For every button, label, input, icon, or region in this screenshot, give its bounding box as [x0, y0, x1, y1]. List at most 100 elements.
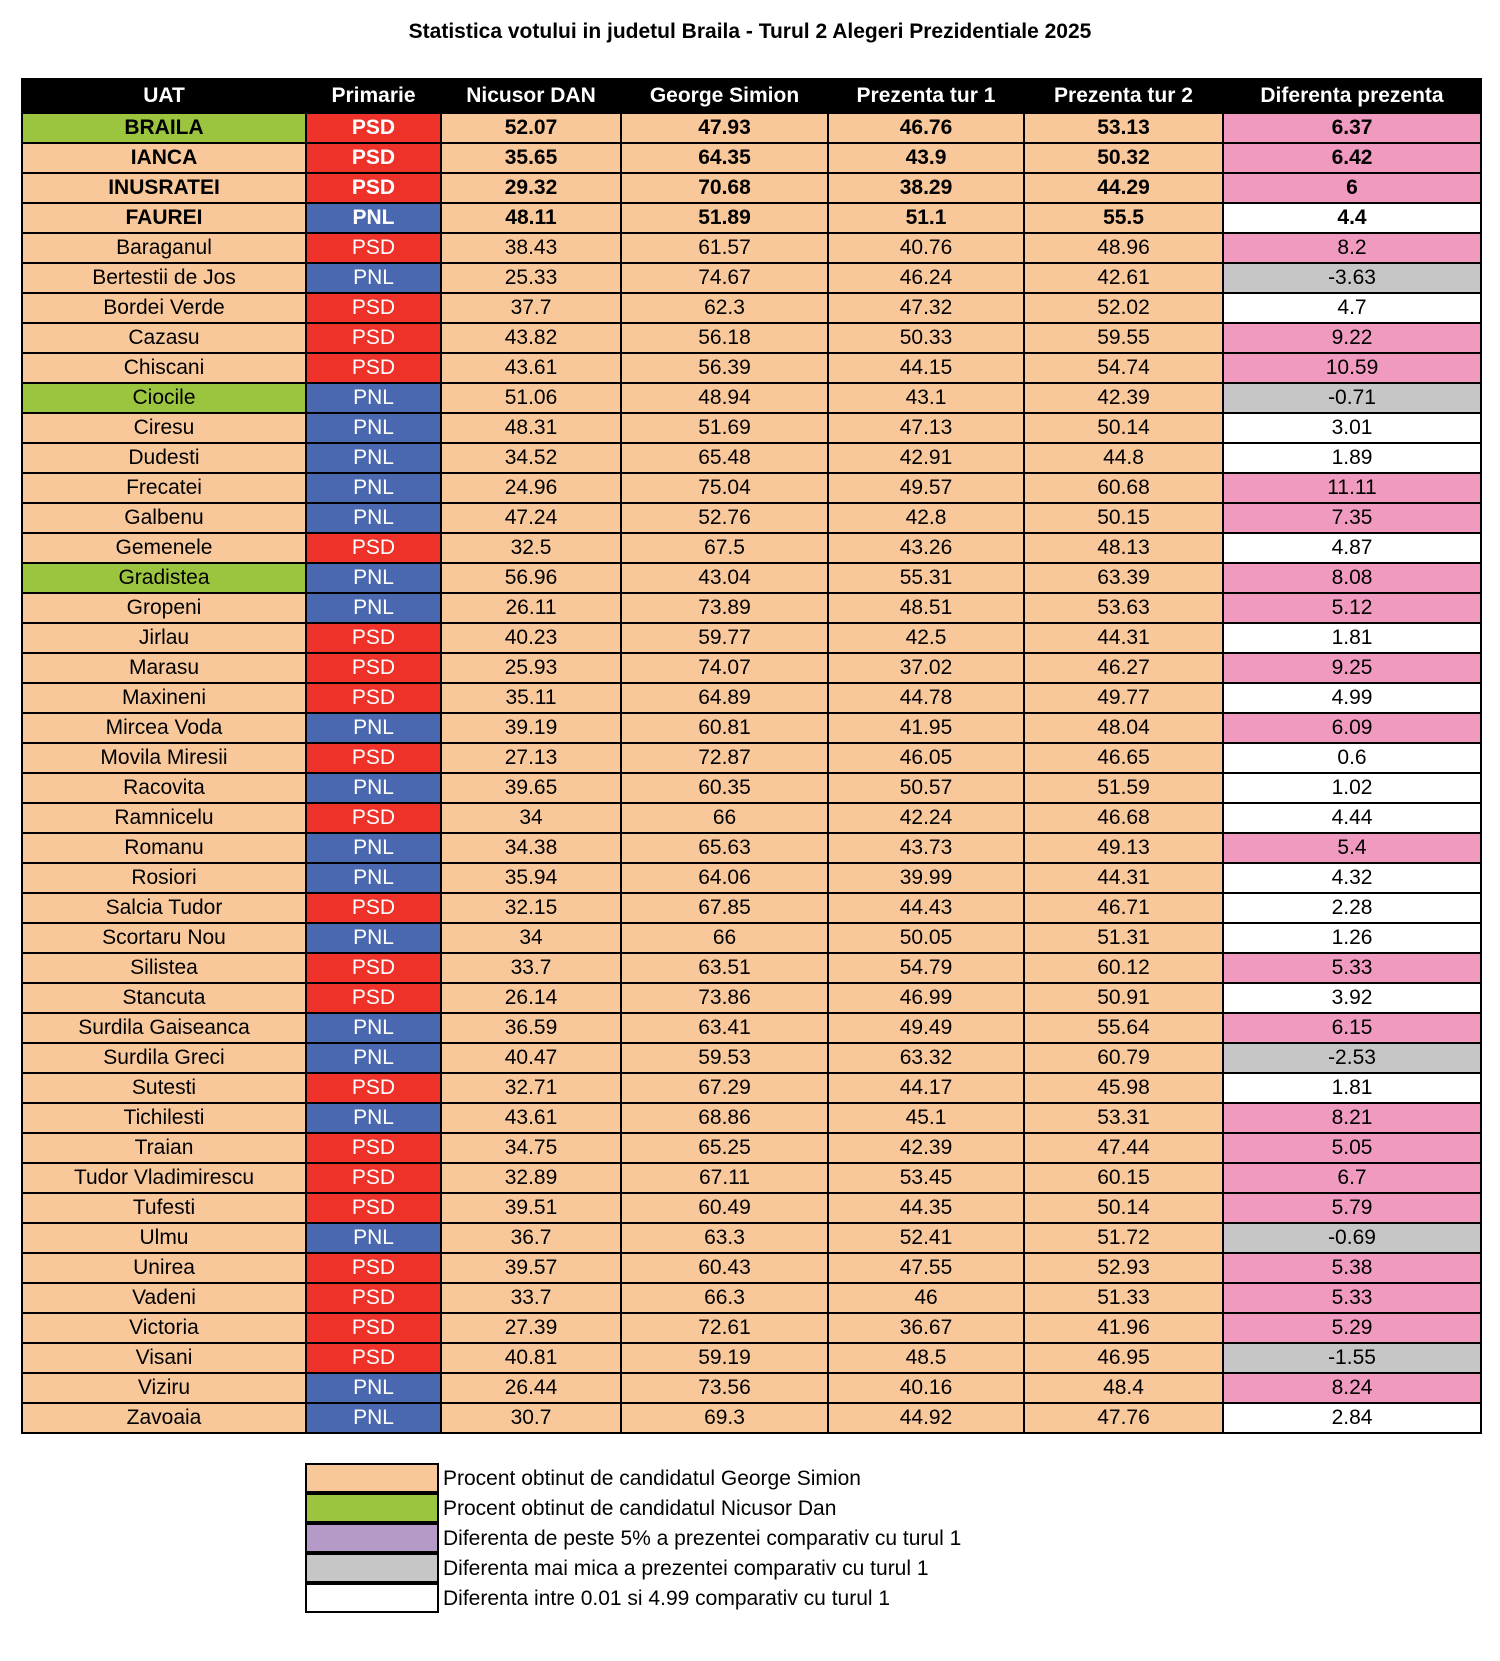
cell-diferenta-prezenta: 9.22 — [1222, 322, 1482, 354]
cell-george-simion: 63.51 — [620, 952, 829, 984]
cell-prezenta-tur-1: 55.31 — [827, 562, 1025, 594]
cell-diferenta-prezenta: 8.2 — [1222, 232, 1482, 264]
cell-diferenta-prezenta: -2.53 — [1222, 1042, 1482, 1074]
cell-prezenta-tur-1: 44.17 — [827, 1072, 1025, 1104]
cell-diferenta-prezenta: 10.59 — [1222, 352, 1482, 384]
cell-nicusor-dan: 47.24 — [440, 502, 622, 534]
cell-nicusor-dan: 33.7 — [440, 1282, 622, 1314]
cell-primarie: PNL — [305, 1372, 442, 1404]
cell-primarie: PNL — [305, 712, 442, 744]
cell-uat: Viziru — [21, 1372, 307, 1404]
legend-label: Diferenta mai mica a prezentei comparati… — [443, 1557, 929, 1580]
cell-nicusor-dan: 32.89 — [440, 1162, 622, 1194]
table-row: Jirlau PSD 40.23 59.77 42.5 44.31 1.81 — [21, 622, 1482, 654]
cell-uat: INUSRATEI — [21, 172, 307, 204]
cell-primarie: PNL — [305, 922, 442, 954]
cell-diferenta-prezenta: 11.11 — [1222, 472, 1482, 504]
table-row: Gradistea PNL 56.96 43.04 55.31 63.39 8.08 — [21, 562, 1482, 594]
cell-george-simion: 67.29 — [620, 1072, 829, 1104]
table-row: Tudor Vladimirescu PSD 32.89 67.11 53.45 60.1… — [21, 1162, 1482, 1194]
cell-uat: Ramnicelu — [21, 802, 307, 834]
header-prezenta-tur-2: Prezenta tur 2 — [1023, 78, 1224, 114]
table-row: Bertestii de Jos PNL 25.33 74.67 46.24 42.61-… — [21, 262, 1482, 294]
cell-prezenta-tur-1: 43.1 — [827, 382, 1025, 414]
cell-prezenta-tur-1: 44.92 — [827, 1402, 1025, 1434]
cell-nicusor-dan: 27.39 — [440, 1312, 622, 1344]
cell-prezenta-tur-1: 46.99 — [827, 982, 1025, 1014]
cell-prezenta-tur-2: 55.5 — [1023, 202, 1224, 234]
table-row: Gemenele PSD 32.5 67.5 43.26 48.13 4.87 — [21, 532, 1482, 564]
cell-george-simion: 64.89 — [620, 682, 829, 714]
table-row: IANCA PSD 35.65 64.35 43.9 50.32 6.42 — [21, 142, 1482, 174]
cell-george-simion: 65.25 — [620, 1132, 829, 1164]
table-row: Bordei Verde PSD 37.7 62.3 47.32 52.02 4.7 — [21, 292, 1482, 324]
cell-uat: Frecatei — [21, 472, 307, 504]
cell-diferenta-prezenta: 6.09 — [1222, 712, 1482, 744]
table-row: Baraganul PSD 38.43 61.57 40.76 48.96 8.2 — [21, 232, 1482, 264]
cell-prezenta-tur-1: 40.16 — [827, 1372, 1025, 1404]
cell-nicusor-dan: 39.65 — [440, 772, 622, 804]
cell-primarie: PSD — [305, 1162, 442, 1194]
cell-primarie: PSD — [305, 232, 442, 264]
table-row: Rosiori PNL 35.94 64.06 39.99 44.31 4.32 — [21, 862, 1482, 894]
cell-uat: Surdila Greci — [21, 1042, 307, 1074]
cell-prezenta-tur-1: 37.02 — [827, 652, 1025, 684]
cell-diferenta-prezenta: 4.99 — [1222, 682, 1482, 714]
header-uat: UAT — [21, 78, 307, 114]
cell-nicusor-dan: 37.7 — [440, 292, 622, 324]
cell-prezenta-tur-1: 44.15 — [827, 352, 1025, 384]
cell-nicusor-dan: 39.19 — [440, 712, 622, 744]
legend-label: Diferenta intre 0.01 si 4.99 comparativ … — [443, 1587, 891, 1610]
cell-diferenta-prezenta: 2.28 — [1222, 892, 1482, 924]
cell-prezenta-tur-1: 42.39 — [827, 1132, 1025, 1164]
results-table: UAT Primarie Nicusor DAN George Simion Preze… — [21, 78, 1482, 1434]
table-row: Galbenu PNL 47.24 52.76 42.8 50.15 7.35 — [21, 502, 1482, 534]
cell-diferenta-prezenta: -0.71 — [1222, 382, 1482, 414]
cell-george-simion: 43.04 — [620, 562, 829, 594]
table-row: Sutesti PSD 32.71 67.29 44.17 45.98 1.81 — [21, 1072, 1482, 1104]
cell-uat: Zavoaia — [21, 1402, 307, 1434]
cell-uat: Chiscani — [21, 352, 307, 384]
cell-nicusor-dan: 39.51 — [440, 1192, 622, 1224]
cell-george-simion: 60.81 — [620, 712, 829, 744]
table-row: Zavoaia PNL 30.7 69.3 44.92 47.76 2.84 — [21, 1402, 1482, 1434]
table-row: Gropeni PNL 26.11 73.89 48.51 53.63 5.12 — [21, 592, 1482, 624]
table-row: Visani PSD 40.81 59.19 48.5 46.95 -1.55 — [21, 1342, 1482, 1374]
cell-diferenta-prezenta: 5.79 — [1222, 1192, 1482, 1224]
table-row: Ciocile PNL 51.06 48.94 43.1 42.39 -0.71 — [21, 382, 1482, 414]
cell-prezenta-tur-1: 43.73 — [827, 832, 1025, 864]
cell-prezenta-tur-2: 41.96 — [1023, 1312, 1224, 1344]
cell-uat: Ulmu — [21, 1222, 307, 1254]
cell-nicusor-dan: 29.32 — [440, 172, 622, 204]
table-row: BRAILA PSD 52.07 47.93 46.76 53.13 6.37 — [21, 112, 1482, 144]
table-row: Marasu PSD 25.93 74.07 37.02 46.27 9.25 — [21, 652, 1482, 684]
cell-uat: Maxineni — [21, 682, 307, 714]
cell-diferenta-prezenta: 1.02 — [1222, 772, 1482, 804]
cell-prezenta-tur-1: 48.5 — [827, 1342, 1025, 1374]
cell-nicusor-dan: 35.94 — [440, 862, 622, 894]
cell-prezenta-tur-1: 49.57 — [827, 472, 1025, 504]
legend-label: Procent obtinut de candidatul Nicusor Da… — [443, 1497, 837, 1520]
table-row: Chiscani PSD 43.61 56.39 44.15 54.74 10.59 — [21, 352, 1482, 384]
cell-prezenta-tur-1: 39.99 — [827, 862, 1025, 894]
cell-primarie: PSD — [305, 1342, 442, 1374]
cell-primarie: PSD — [305, 1252, 442, 1284]
cell-diferenta-prezenta: -1.55 — [1222, 1342, 1482, 1374]
cell-uat: Stancuta — [21, 982, 307, 1014]
cell-diferenta-prezenta: 6 — [1222, 172, 1482, 204]
legend-label: Diferenta de peste 5% a prezentei compar… — [443, 1527, 962, 1550]
cell-nicusor-dan: 34 — [440, 922, 622, 954]
cell-george-simion: 56.18 — [620, 322, 829, 354]
cell-uat: Romanu — [21, 832, 307, 864]
cell-primarie: PSD — [305, 652, 442, 684]
legend-swatch — [305, 1463, 439, 1493]
cell-primarie: PNL — [305, 412, 442, 444]
cell-prezenta-tur-1: 46.05 — [827, 742, 1025, 774]
cell-primarie: PSD — [305, 142, 442, 174]
cell-diferenta-prezenta: 5.33 — [1222, 952, 1482, 984]
cell-nicusor-dan: 43.61 — [440, 352, 622, 384]
cell-george-simion: 60.43 — [620, 1252, 829, 1284]
cell-diferenta-prezenta: 0.6 — [1222, 742, 1482, 774]
cell-prezenta-tur-1: 46.76 — [827, 112, 1025, 144]
cell-uat: BRAILA — [21, 112, 307, 144]
